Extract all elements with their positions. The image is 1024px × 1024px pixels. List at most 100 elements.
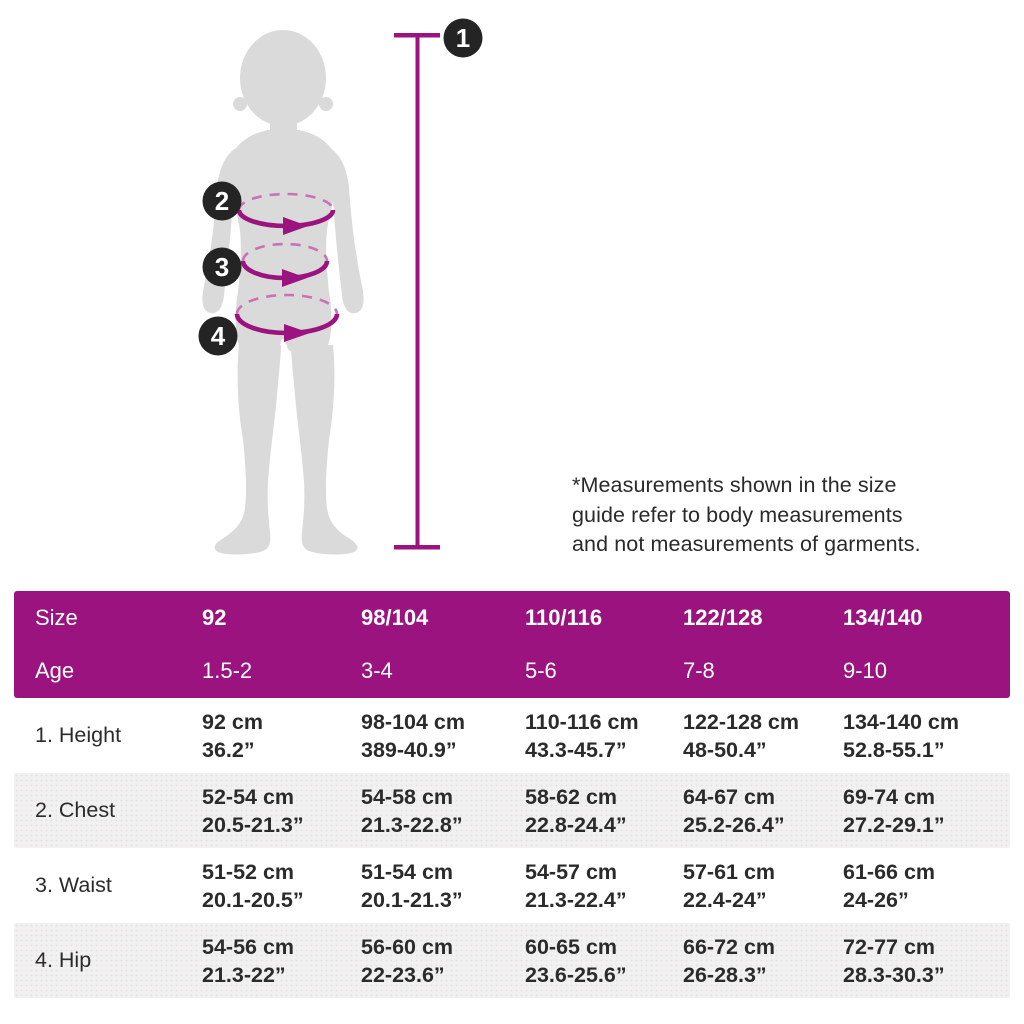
cell-cm: 64-67 cm	[683, 784, 776, 809]
cell-inch: 26-28.3”	[683, 962, 767, 987]
cell-cm: 60-65 cm	[525, 934, 618, 959]
cell-inch: 389-40.9”	[361, 737, 457, 762]
cell-cm: 54-58 cm	[361, 784, 454, 809]
row-label: 1. Height	[35, 723, 122, 747]
measurement-note: *Measurements shown in the size guide re…	[572, 473, 921, 556]
row-label: 3. Waist	[35, 873, 112, 897]
table-cell: 122-128 cm 48-50.4”	[683, 708, 843, 764]
cell-cm: 92 cm	[202, 709, 263, 734]
cell-cm: 52-54 cm	[202, 784, 295, 809]
cell-inch: 27.2-29.1”	[843, 812, 945, 837]
table-cell: 57-61 cm 22.4-24”	[683, 858, 843, 914]
size-value: 110/116	[525, 605, 603, 630]
table-row-chest: 2. Chest 52-54 cm 20.5-21.3” 54-58 cm 21…	[14, 773, 1010, 848]
cell-inch: 22-23.6”	[361, 962, 445, 987]
size-value: 92	[202, 605, 227, 630]
table-cell: 92 cm 36.2”	[202, 708, 361, 764]
cell-inch: 20.5-21.3”	[202, 812, 304, 837]
hip-arrow-icon	[284, 324, 310, 342]
cell-inch: 36.2”	[202, 737, 255, 762]
cell-cm: 134-140 cm	[843, 709, 959, 734]
table-cell: 52-54 cm 20.5-21.3”	[202, 783, 361, 839]
row-label: 4. Hip	[35, 948, 92, 972]
cell-cm: 54-56 cm	[202, 934, 295, 959]
cell-cm: 69-74 cm	[843, 784, 936, 809]
cell-cm: 98-104 cm	[361, 709, 465, 734]
table-cell: 51-54 cm 20.1-21.3”	[361, 858, 525, 914]
table-cell: 51-52 cm 20.1-20.5”	[202, 858, 361, 914]
row-label: 2. Chest	[35, 798, 116, 822]
header-age-row: Age 1.5-2 3-4 5-6 7-8 9-10	[14, 645, 1010, 698]
height-measure-line	[394, 33, 440, 550]
cell-cm: 57-61 cm	[683, 859, 776, 884]
cell-cm: 56-60 cm	[361, 934, 454, 959]
cell-inch: 22.4-24”	[683, 887, 767, 912]
waist-arrow-icon	[282, 269, 307, 287]
badge-3-waist	[202, 247, 242, 287]
size-value: 134/140	[843, 605, 923, 630]
table-cell: 54-56 cm 21.3-22”	[202, 933, 361, 989]
table-row-height: 1. Height 92 cm 36.2” 98-104 cm 389-40.9…	[14, 698, 1010, 773]
chest-arrow-icon	[283, 217, 308, 235]
header-size-row: Size 92 98/104 110/116 122/128 134/140	[14, 592, 1010, 645]
table-row-hip: 4. Hip 54-56 cm 21.3-22” 56-60 cm 22-23.…	[14, 923, 1010, 998]
age-value: 7-8	[683, 658, 715, 683]
table-cell: 61-66 cm 24-26”	[843, 858, 1010, 914]
badge-4-hip	[198, 316, 238, 356]
girth-ellipses	[234, 192, 340, 342]
age-value: 9-10	[843, 658, 888, 683]
cell-cm: 110-116 cm	[525, 709, 639, 734]
table-cell: 69-74 cm 27.2-29.1”	[843, 783, 1010, 839]
badge-3-number: 3	[215, 252, 229, 282]
cell-cm: 122-128 cm	[683, 709, 799, 734]
cell-cm: 51-52 cm	[202, 859, 295, 884]
size-table: Size 92 98/104 110/116 122/128 134/140 A…	[14, 591, 1010, 998]
size-value: 98/104	[361, 605, 429, 630]
hip-ellipse-dashed	[235, 293, 339, 315]
cell-inch: 20.1-21.3”	[361, 887, 463, 912]
table-cell: 98-104 cm 389-40.9”	[361, 708, 525, 764]
cell-cm: 61-66 cm	[843, 859, 936, 884]
table-cell: 54-57 cm 21.3-22.4”	[525, 858, 683, 914]
table-cell: 66-72 cm 26-28.3”	[683, 933, 843, 989]
cell-inch: 52.8-55.1”	[843, 737, 945, 762]
badge-4-number: 4	[211, 321, 226, 351]
cell-inch: 43.3-45.7”	[525, 737, 627, 762]
table-row-waist: 3. Waist 51-52 cm 20.1-20.5” 51-54 cm 20…	[14, 848, 1010, 923]
cell-inch: 23.6-25.6”	[525, 962, 627, 987]
cell-inch: 21.3-22.4”	[525, 887, 627, 912]
child-silhouette-graphic	[202, 30, 364, 555]
table-cell: 56-60 cm 22-23.6”	[361, 933, 525, 989]
badge-2-chest	[202, 181, 242, 221]
table-cell: 110-116 cm 43.3-45.7”	[525, 708, 683, 764]
cell-inch: 48-50.4”	[683, 737, 767, 762]
age-value: 1.5-2	[202, 658, 253, 683]
cell-inch: 22.8-24.4”	[525, 812, 627, 837]
table-header: Size 92 98/104 110/116 122/128 134/140 A…	[14, 591, 1010, 698]
badge-1-number: 1	[456, 23, 470, 53]
cell-inch: 20.1-20.5”	[202, 887, 304, 912]
cell-inch: 21.3-22”	[202, 962, 286, 987]
waist-ellipse-dashed	[241, 242, 329, 262]
table-cell: 72-77 cm 28.3-30.3”	[843, 933, 1010, 989]
table-cell: 54-58 cm 21.3-22.8”	[361, 783, 525, 839]
table-cell: 64-67 cm 25.2-26.4”	[683, 783, 843, 839]
table-cell: 134-140 cm 52.8-55.1”	[843, 708, 1010, 764]
cell-cm: 54-57 cm	[525, 859, 618, 884]
badge-1-height	[443, 18, 483, 58]
number-badges: 1 2 3 4	[198, 18, 483, 356]
cell-cm: 51-54 cm	[361, 859, 454, 884]
cell-cm: 66-72 cm	[683, 934, 776, 959]
badge-2-number: 2	[215, 186, 229, 216]
cell-inch: 28.3-30.3”	[843, 962, 945, 987]
age-row-label: Age	[35, 658, 75, 683]
age-value: 3-4	[361, 658, 393, 683]
measurement-diagram: 1 2 3 4	[198, 18, 483, 555]
age-value: 5-6	[525, 658, 557, 683]
cell-inch: 25.2-26.4”	[683, 812, 785, 837]
size-value: 122/128	[683, 605, 763, 630]
size-row-label: Size	[35, 605, 78, 630]
cell-inch: 24-26”	[843, 887, 909, 912]
table-cell: 58-62 cm 22.8-24.4”	[525, 783, 683, 839]
